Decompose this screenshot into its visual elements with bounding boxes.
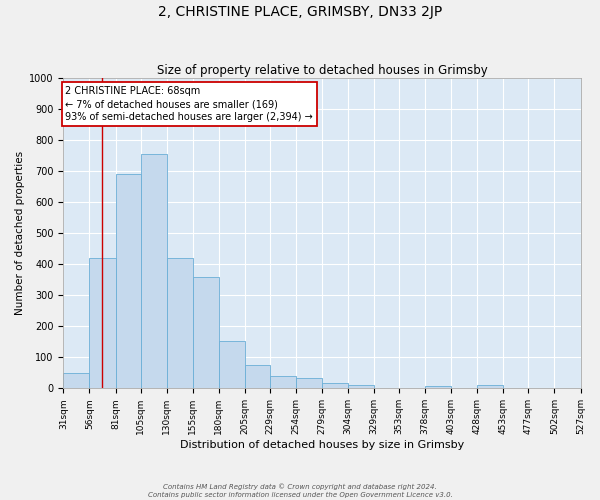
Bar — [167, 258, 193, 388]
Bar — [140, 154, 167, 388]
Bar — [477, 385, 503, 388]
Text: Contains HM Land Registry data © Crown copyright and database right 2024.
Contai: Contains HM Land Registry data © Crown c… — [148, 483, 452, 498]
Bar — [116, 174, 140, 388]
Bar — [348, 385, 374, 388]
Bar — [425, 386, 451, 388]
Bar — [193, 276, 219, 388]
Bar — [270, 376, 296, 388]
Bar — [322, 383, 348, 388]
Bar — [296, 378, 322, 388]
Bar — [219, 341, 245, 388]
Title: Size of property relative to detached houses in Grimsby: Size of property relative to detached ho… — [157, 64, 487, 77]
Bar — [89, 258, 116, 388]
Bar — [64, 373, 89, 388]
Bar — [245, 365, 270, 388]
Text: 2 CHRISTINE PLACE: 68sqm
← 7% of detached houses are smaller (169)
93% of semi-d: 2 CHRISTINE PLACE: 68sqm ← 7% of detache… — [65, 86, 313, 122]
Text: 2, CHRISTINE PLACE, GRIMSBY, DN33 2JP: 2, CHRISTINE PLACE, GRIMSBY, DN33 2JP — [158, 5, 442, 19]
X-axis label: Distribution of detached houses by size in Grimsby: Distribution of detached houses by size … — [180, 440, 464, 450]
Y-axis label: Number of detached properties: Number of detached properties — [15, 151, 25, 316]
